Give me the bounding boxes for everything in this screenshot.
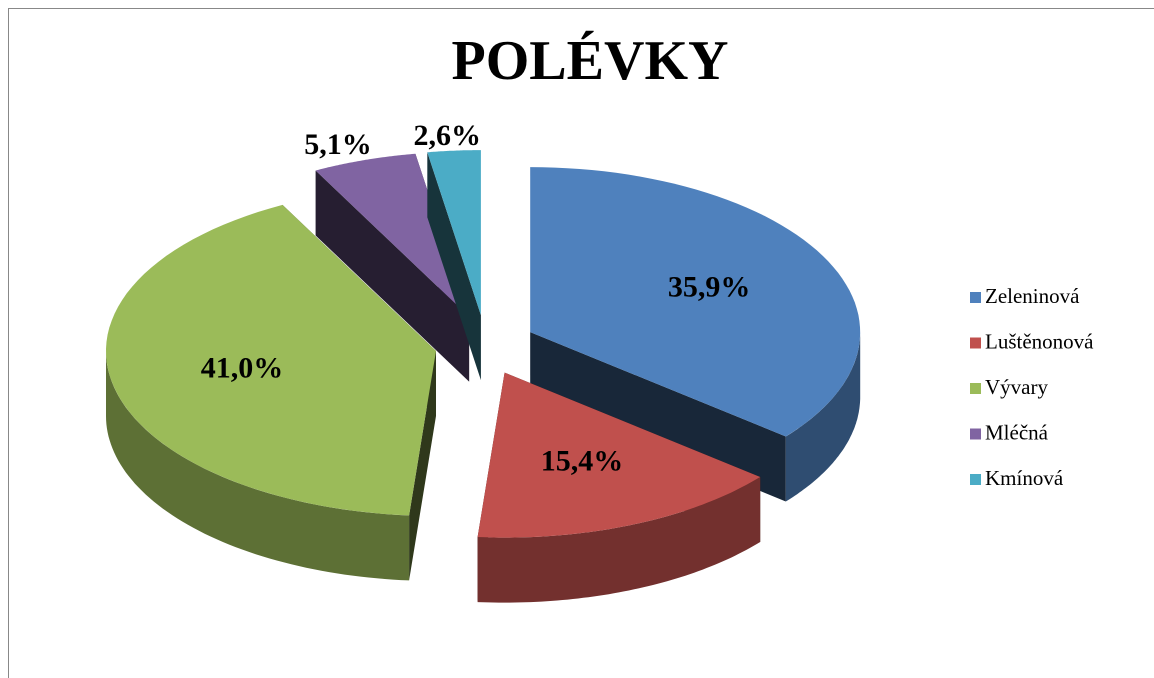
legend-swatch — [970, 383, 981, 394]
slice-top — [427, 150, 481, 316]
data-label: 35,9% — [668, 271, 751, 304]
legend-swatch — [970, 474, 981, 485]
legend-swatch — [970, 428, 981, 440]
slice-wall — [106, 351, 410, 581]
data-label: 5,1% — [304, 128, 372, 161]
slice-side — [315, 170, 470, 382]
legend-label: Kmínová — [985, 466, 1064, 490]
slice-top — [106, 204, 436, 516]
slice-wall — [785, 332, 861, 502]
legend-label: Mléčná — [985, 420, 1049, 444]
legend-swatch — [970, 292, 981, 303]
slice — [477, 372, 761, 603]
slice-top — [530, 167, 861, 437]
data-label: 15,4% — [541, 445, 624, 478]
slice-side — [530, 332, 786, 502]
legend-swatch — [970, 337, 981, 349]
data-label: 41,0% — [201, 352, 284, 385]
data-label: 2,6% — [414, 119, 482, 152]
legend-label: Vývary — [985, 375, 1048, 399]
slice-wall — [477, 477, 761, 603]
slice — [530, 167, 861, 502]
legend-label: Zeleninová — [985, 284, 1080, 308]
slice — [106, 204, 436, 581]
slice — [427, 150, 481, 381]
slice-top — [477, 372, 761, 538]
slice-top — [315, 153, 470, 317]
slice-side — [427, 152, 481, 381]
chart-title: POLÉVKY — [452, 30, 729, 92]
legend-label: Luštěnonová — [985, 329, 1094, 353]
